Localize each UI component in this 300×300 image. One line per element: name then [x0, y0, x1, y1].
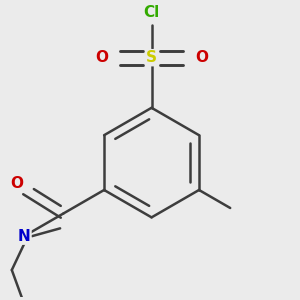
- Text: O: O: [195, 50, 208, 65]
- Text: Cl: Cl: [143, 5, 160, 20]
- Text: O: O: [10, 176, 23, 191]
- Text: S: S: [146, 50, 157, 65]
- Text: N: N: [18, 229, 31, 244]
- Text: O: O: [95, 50, 108, 65]
